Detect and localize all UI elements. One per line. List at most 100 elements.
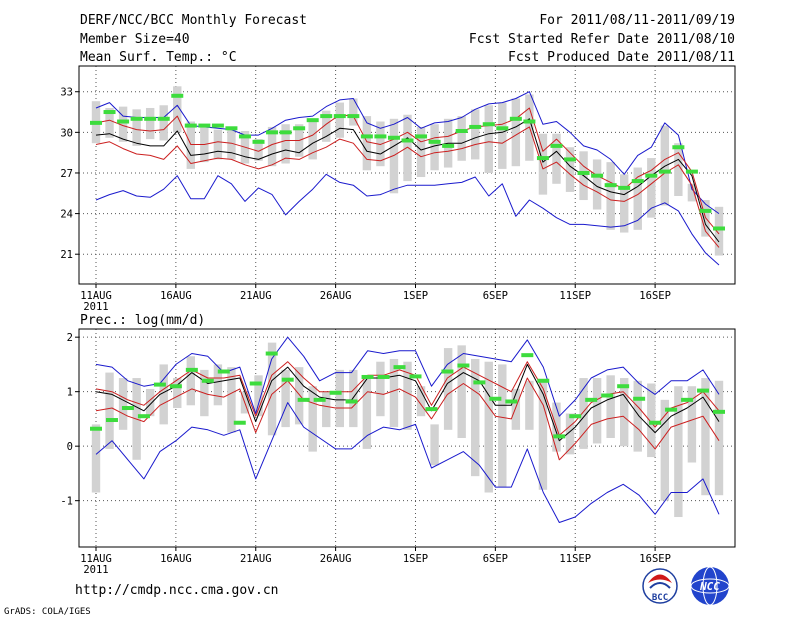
range-bar (565, 147, 575, 192)
range-bar (647, 383, 656, 458)
obs-marker (672, 145, 685, 150)
obs-marker (428, 139, 441, 144)
obs-marker (103, 110, 116, 115)
refer-date: Fcst Started Refer Date 2011/08/10 (469, 32, 735, 47)
range-bar (322, 391, 331, 428)
range-bar (227, 129, 236, 160)
obs-marker (537, 378, 550, 383)
obs-marker (569, 414, 582, 419)
obs-marker (293, 126, 306, 131)
range-bar (145, 388, 155, 417)
obs-marker (333, 114, 346, 119)
y-tick-label: 2 (67, 332, 73, 344)
range-bar (335, 102, 344, 138)
obs-marker (591, 173, 604, 178)
obs-marker (553, 434, 566, 439)
range-bar (619, 174, 629, 233)
x-tick-label: 11AUG (80, 553, 112, 565)
obs-marker (604, 183, 617, 188)
range-bar (498, 364, 507, 488)
range-bar (159, 105, 168, 141)
x-tick-label: 26AUG (320, 553, 352, 565)
range-bar (186, 356, 196, 406)
obs-marker (601, 393, 614, 398)
bcc-logo-swirl (648, 574, 672, 583)
range-bar (606, 162, 615, 230)
range-bar (173, 86, 182, 133)
obs-marker (225, 126, 238, 131)
range-bar (674, 143, 683, 196)
obs-marker (361, 374, 374, 379)
range-bar (647, 158, 656, 218)
obs-marker (585, 397, 598, 402)
range-bar (213, 364, 223, 406)
obs-marker (489, 396, 502, 401)
obs-marker (153, 382, 166, 387)
obs-marker (233, 420, 246, 425)
obs-marker (505, 399, 518, 404)
x-tick-label: 6SEP (483, 553, 508, 565)
obs-marker (409, 374, 422, 379)
range-bar (606, 375, 615, 438)
obs-marker (441, 369, 454, 374)
range-bar (511, 98, 521, 167)
obs-marker (658, 169, 671, 174)
series-line-lower-inner (95, 126, 720, 248)
grads-credit: GrADS: COLA/IGES (4, 607, 91, 617)
range-bar (538, 380, 548, 490)
obs-marker (306, 118, 319, 123)
range-bar (633, 167, 642, 230)
obs-marker (617, 384, 630, 389)
bcc-logo-arc (649, 582, 671, 589)
obs-marker (281, 377, 294, 382)
ncc-logo-lat (690, 578, 730, 594)
obs-marker (279, 130, 292, 135)
range-bar (403, 114, 412, 182)
temperature-panel: 21 24 27 30 33 11AUG 16AUG 21AUG 26AUG 1SEP 6SEP 11… (60, 65, 736, 313)
range-bar (267, 342, 277, 436)
obs-marker (198, 123, 211, 128)
range-bar (660, 399, 670, 501)
obs-marker (329, 390, 342, 395)
x-tick-label: 1SEP (403, 553, 428, 565)
plot-frame (78, 328, 736, 548)
range-bar (674, 386, 683, 518)
chart-title: DERF/NCC/BCC Monthly Forecast (80, 13, 307, 28)
range-bar (565, 413, 575, 455)
variable-label: Mean Surf. Temp.: °C (80, 50, 237, 65)
obs-marker (265, 351, 278, 356)
obs-marker (252, 139, 265, 144)
series-line-ensemble-mean (95, 118, 720, 243)
obs-marker (117, 119, 130, 124)
obs-marker (521, 353, 534, 358)
range-bar (132, 109, 141, 146)
obs-marker (496, 126, 509, 131)
ncc-logo-lon (702, 566, 718, 606)
footer-url[interactable]: http://cmdp.ncc.cma.gov.cn (75, 583, 279, 598)
range-bar (227, 367, 236, 433)
range-bar (389, 118, 399, 194)
obs-marker (211, 123, 224, 128)
x-tick-label: 11AUG (80, 290, 112, 302)
series-line-ensemble-mean (95, 363, 720, 442)
bcc-logo-text: BCC (652, 593, 668, 603)
obs-marker (169, 384, 182, 389)
obs-marker (425, 407, 438, 412)
range-bar (443, 348, 453, 430)
y-tick-label: 21 (60, 249, 73, 261)
range-bar (362, 116, 372, 171)
range-bar (592, 159, 602, 210)
obs-marker (455, 128, 468, 133)
range-bar (105, 372, 114, 449)
member-size: Member Size=40 (80, 32, 190, 47)
obs-marker (469, 124, 482, 129)
range-bar (335, 369, 344, 428)
y-tick-label: 27 (60, 168, 73, 180)
ncc-logo: NCC (690, 566, 730, 606)
range-bar (213, 129, 223, 160)
obs-marker (144, 116, 157, 121)
range-bar (362, 375, 372, 449)
prec-panel-title: Prec.: log(mm/d) (80, 313, 205, 328)
range-bar (254, 139, 263, 161)
range-bar (389, 358, 399, 428)
